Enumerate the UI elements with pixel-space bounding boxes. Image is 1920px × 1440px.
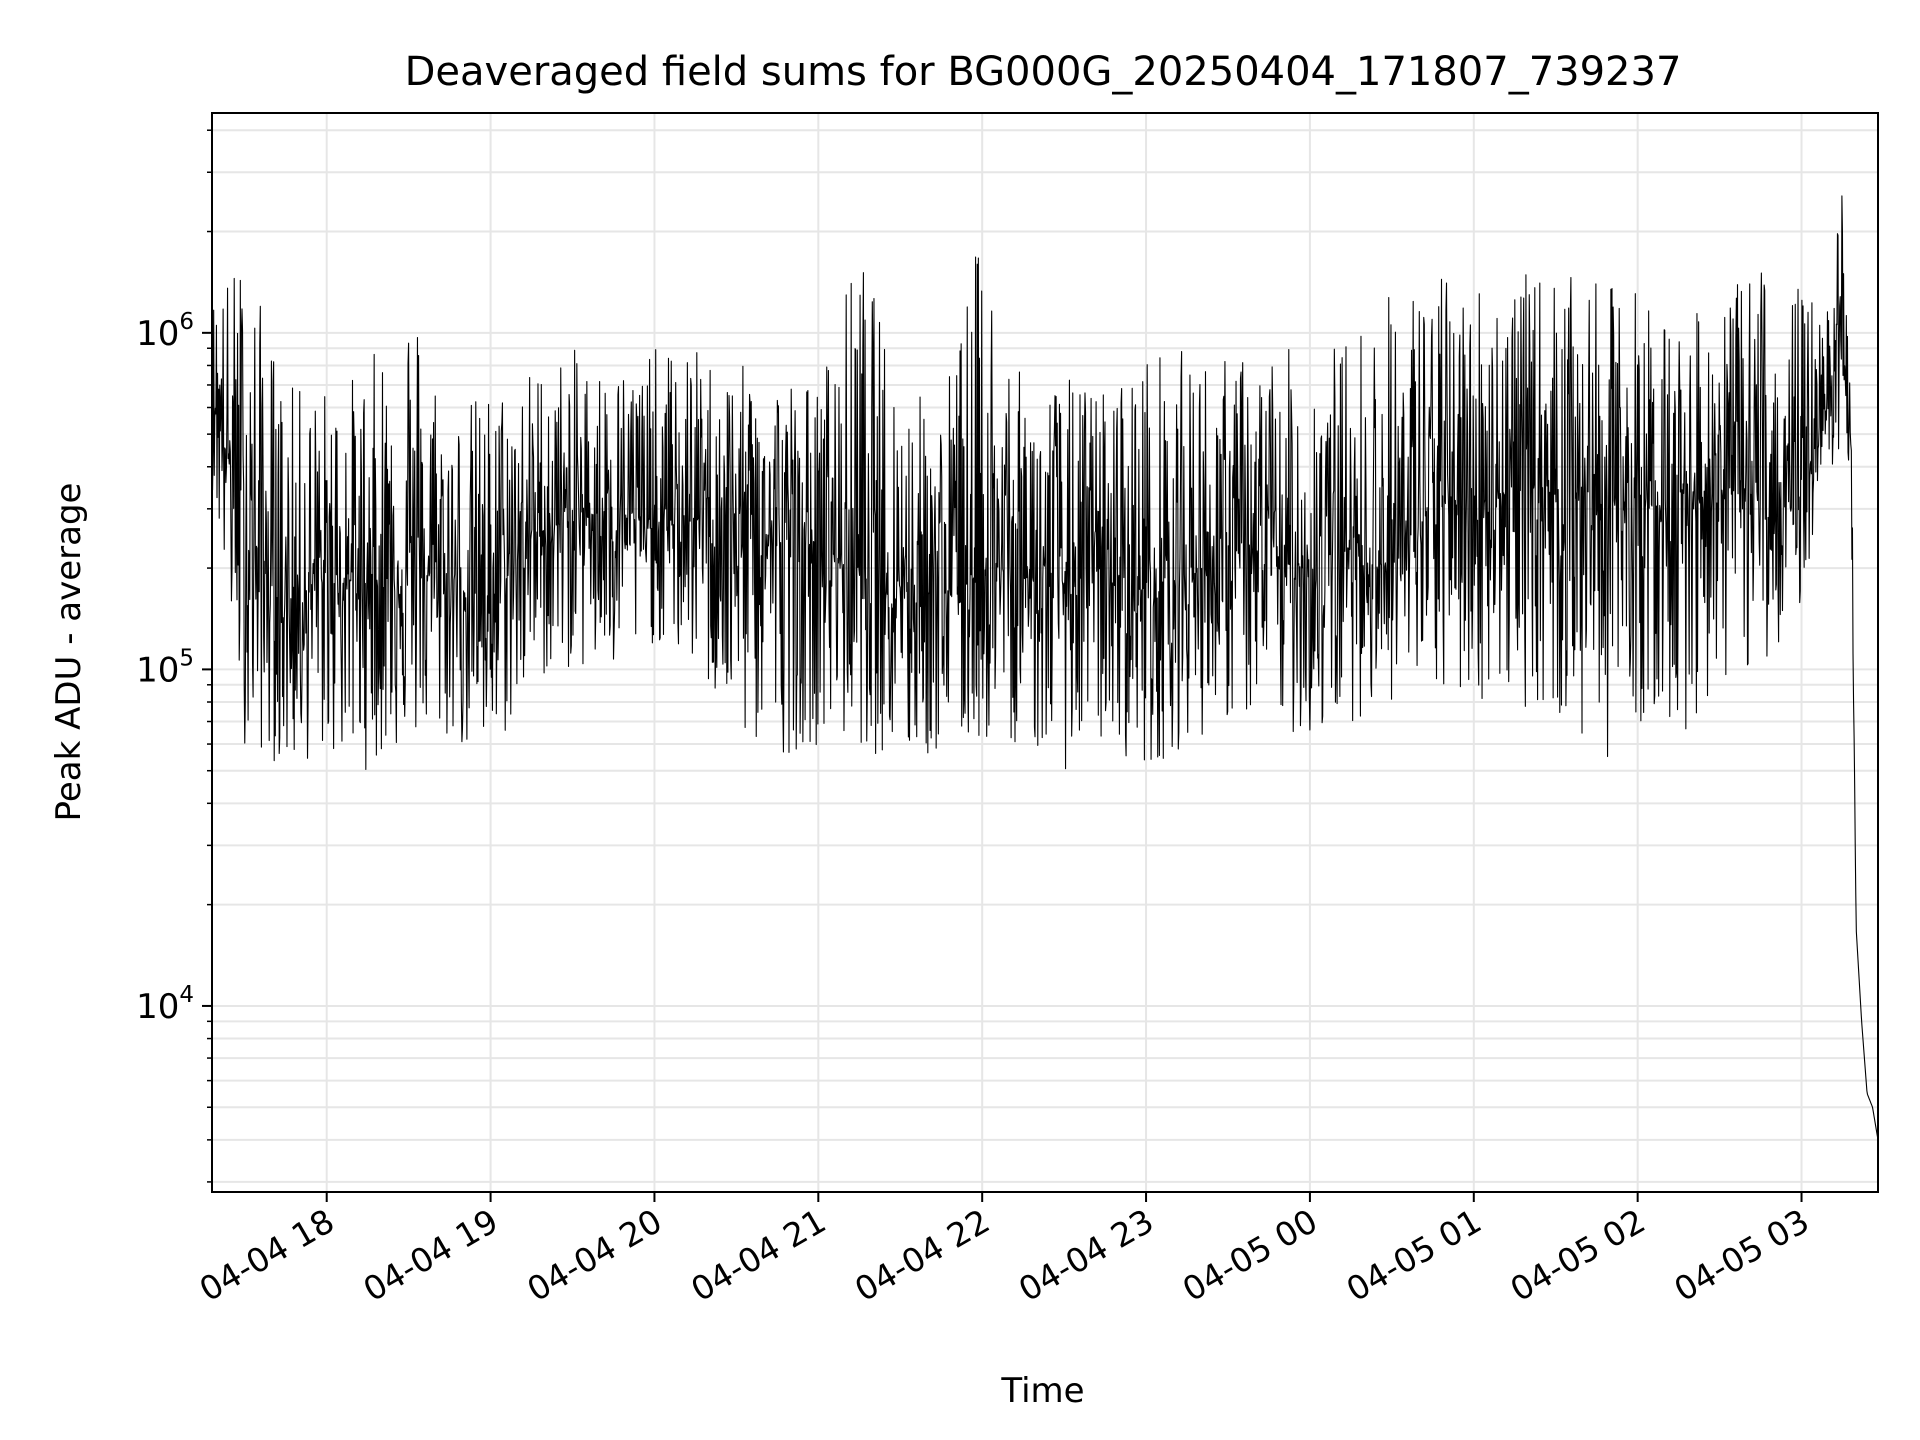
series-line: [211, 195, 1879, 1140]
grid-lines: [212, 113, 1878, 1192]
y-axis-label: Peak ADU - average: [49, 483, 89, 822]
chart-title: Deaveraged field sums for BG000G_2025040…: [405, 49, 1682, 95]
plot-frame: [211, 112, 1879, 1193]
series-layer: [211, 195, 1879, 1140]
y-tick-label: 105: [136, 645, 194, 690]
x-axis-label: Time: [1000, 1371, 1084, 1411]
y-tick-label: 104: [136, 982, 194, 1027]
y-axis-ticks: 104 105 106: [136, 129, 212, 1183]
y-tick-label: 106: [136, 309, 194, 354]
